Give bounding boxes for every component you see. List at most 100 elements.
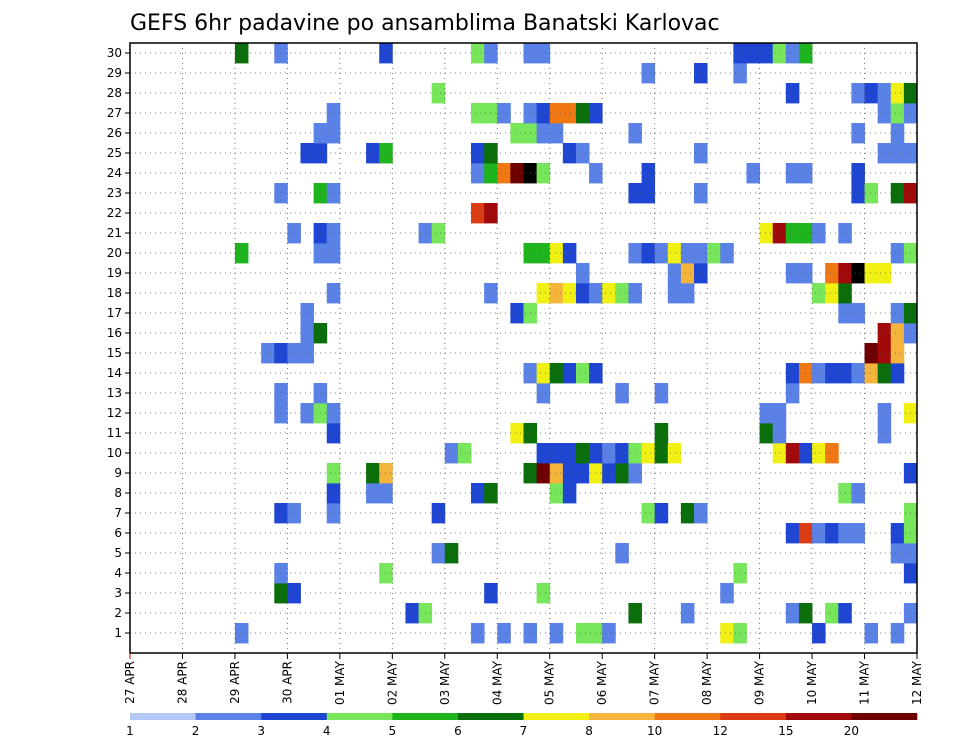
heatmap-cell (772, 403, 787, 424)
heatmap-cell (326, 283, 341, 304)
x-tick-label: 05 MAY (543, 660, 557, 705)
heatmap-cell (759, 423, 774, 444)
y-tick-label: 7 (114, 506, 122, 520)
heatmap-cells (234, 43, 918, 644)
heatmap-cell (366, 463, 380, 484)
y-tick-label: 13 (107, 386, 122, 400)
heatmap-cell (877, 403, 892, 424)
heatmap-cell (497, 623, 511, 644)
heatmap-cell (825, 443, 839, 464)
heatmap-cell (785, 603, 800, 624)
heatmap-cell (851, 523, 865, 544)
heatmap-cell (536, 463, 551, 484)
y-axis: 1234567891011121314151617181920212223242… (107, 46, 130, 640)
y-tick-label: 26 (107, 126, 122, 140)
heatmap-cell (549, 103, 564, 124)
heatmap-cell (851, 483, 865, 504)
heatmap-cell (785, 43, 800, 64)
heatmap-cell (654, 443, 669, 464)
colorbar-swatch (654, 713, 721, 720)
heatmap-cell (471, 203, 485, 224)
heatmap-cell (536, 103, 551, 124)
heatmap-cell (575, 443, 590, 464)
heatmap-cell (326, 243, 341, 264)
y-tick-label: 1 (114, 626, 122, 640)
colorbar-tick-label: 3 (257, 724, 265, 738)
heatmap-cell (812, 363, 826, 384)
heatmap-cell (562, 483, 577, 504)
heatmap-cell (890, 623, 905, 644)
heatmap-cell (510, 423, 524, 444)
heatmap-cell (471, 43, 485, 64)
heatmap-cell (549, 623, 564, 644)
y-tick-label: 12 (107, 406, 122, 420)
heatmap-cell (562, 283, 577, 304)
heatmap-cell (575, 143, 590, 164)
colorbar-tick-label: 5 (389, 724, 397, 738)
heatmap-cell (785, 383, 800, 404)
heatmap-cell (536, 583, 551, 604)
x-tick-label: 09 MAY (753, 660, 767, 705)
colorbar-swatch (589, 713, 655, 720)
heatmap-cell (615, 283, 629, 304)
heatmap-cell (549, 363, 564, 384)
colorbar-tick-label: 8 (585, 724, 593, 738)
heatmap-cell (536, 163, 551, 184)
heatmap-cell (326, 183, 341, 204)
heatmap-cell (287, 223, 301, 244)
heatmap-cell (890, 123, 905, 144)
heatmap-cell (877, 103, 892, 124)
heatmap-cell (562, 243, 577, 264)
heatmap-cell (510, 123, 524, 144)
heatmap-cell (300, 323, 315, 344)
heatmap-cell (890, 363, 905, 384)
heatmap-cell (510, 303, 524, 324)
heatmap-cell (536, 363, 551, 384)
colorbar-swatch (326, 713, 393, 720)
heatmap-cell (287, 583, 301, 604)
heatmap-cell (602, 443, 616, 464)
heatmap-cell (772, 43, 787, 64)
heatmap-cell (785, 263, 800, 284)
heatmap-cell (510, 163, 524, 184)
y-tick-label: 16 (107, 326, 122, 340)
plot-frame (129, 42, 918, 654)
y-tick-label: 30 (107, 46, 122, 60)
heatmap-cell (615, 463, 629, 484)
colorbar-swatch (851, 713, 918, 720)
heatmap-cell (864, 183, 879, 204)
heatmap-cell (497, 163, 511, 184)
heatmap-cell (654, 383, 669, 404)
colorbar-swatch (523, 713, 590, 720)
heatmap-cell (562, 143, 577, 164)
heatmap-cell (471, 483, 485, 504)
heatmap-cell (287, 503, 301, 524)
heatmap-cell (536, 283, 551, 304)
y-tick-label: 10 (107, 446, 122, 460)
colorbar-tick-label: 12 (713, 724, 728, 738)
y-tick-label: 2 (114, 606, 122, 620)
heatmap-cell (825, 283, 839, 304)
colorbar-swatch (392, 713, 459, 720)
heatmap-cell (641, 63, 656, 84)
heatmap-cell (890, 323, 905, 344)
heatmap-cell (877, 263, 892, 284)
heatmap-cell (641, 443, 656, 464)
heatmap-cell (326, 503, 341, 524)
heatmap-cell (667, 283, 682, 304)
heatmap-cell (549, 283, 564, 304)
heatmap-cell (825, 523, 839, 544)
heatmap-cell (877, 363, 892, 384)
heatmap-cell (785, 163, 800, 184)
heatmap-cell (864, 263, 879, 284)
heatmap-cell (772, 223, 787, 244)
heatmap-cell (812, 443, 826, 464)
heatmap-cell (680, 243, 695, 264)
heatmap-cell (759, 43, 774, 64)
heatmap-cell (549, 443, 564, 464)
heatmap-cell (549, 483, 564, 504)
y-tick-label: 27 (107, 106, 122, 120)
y-tick-label: 9 (114, 466, 122, 480)
heatmap-cell (864, 343, 879, 364)
